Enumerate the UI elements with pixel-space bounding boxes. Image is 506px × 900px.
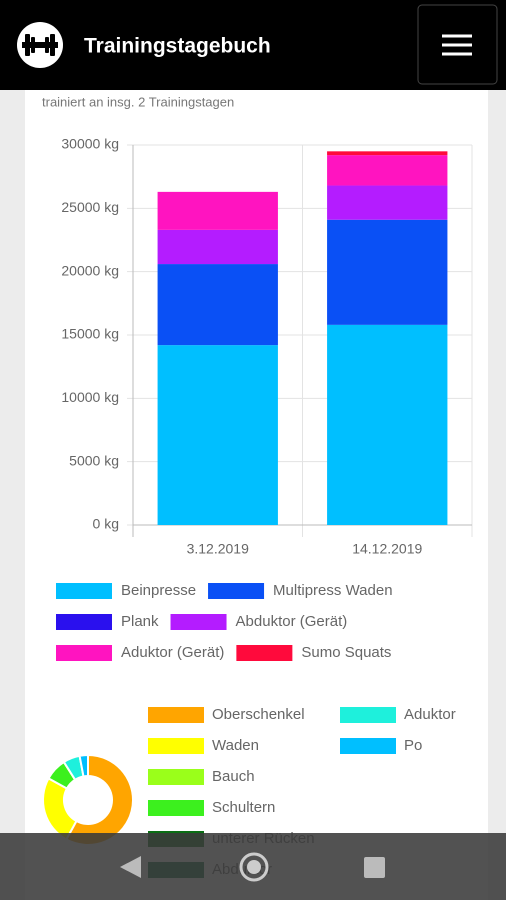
app-title: Trainingstagebuch	[84, 35, 271, 58]
back-button[interactable]	[120, 856, 141, 878]
y-tick-label: 15000 kg	[61, 326, 119, 342]
legend-swatch	[340, 738, 396, 754]
x-tick-label: 14.12.2019	[352, 541, 422, 557]
bar-segment	[327, 185, 448, 220]
y-tick-label: 25000 kg	[61, 199, 119, 215]
legend-swatch	[148, 738, 204, 754]
legend-swatch	[340, 707, 396, 723]
x-tick-label: 3.12.2019	[187, 541, 249, 557]
y-tick-label: 5000 kg	[69, 452, 119, 468]
subtitle: trainiert an insg. 2 Trainingstagen	[42, 94, 234, 109]
legend-label: Multipress Waden	[273, 582, 393, 599]
legend-swatch	[208, 583, 265, 599]
nav-bar	[0, 833, 506, 900]
legend-swatch	[236, 645, 293, 661]
y-tick-label: 0 kg	[93, 516, 119, 532]
legend-swatch	[56, 614, 112, 630]
bar-segment	[157, 229, 278, 265]
y-tick-label: 20000 kg	[61, 262, 119, 278]
dumbbell-icon	[22, 34, 58, 56]
bar-segment	[157, 191, 278, 230]
legend-swatch	[56, 583, 112, 599]
bar-segment	[327, 324, 448, 525]
y-tick-label: 10000 kg	[61, 389, 119, 405]
bar-segment	[327, 219, 448, 325]
legend-swatch	[148, 707, 204, 723]
legend-label: Waden	[212, 737, 259, 754]
legend-label: Oberschenkel	[212, 706, 305, 723]
legend-label: Bauch	[212, 768, 255, 785]
home-dot	[247, 860, 261, 874]
legend-swatch	[148, 769, 204, 785]
y-tick-label: 30000 kg	[61, 136, 119, 152]
legend-label: Aduktor	[404, 706, 456, 723]
bar-segment	[157, 264, 278, 346]
legend-swatch	[56, 645, 112, 661]
bar-segment	[327, 151, 448, 156]
donut-segment	[78, 753, 89, 778]
legend-label: Schultern	[212, 799, 275, 816]
charts: 0 kg 5000 kg 10000 kg 15000 kg 20000 kg 25000…	[42, 136, 473, 878]
legend-label: Aduktor (Gerät)	[121, 644, 224, 661]
recents-button[interactable]	[364, 857, 385, 878]
legend-label: Sumo Squats	[301, 644, 391, 661]
bar-segment	[327, 155, 448, 186]
menu-icon	[442, 34, 472, 56]
legend-label: Beinpresse	[121, 582, 196, 599]
legend-label: Abduktor (Gerät)	[236, 613, 348, 630]
legend-swatch	[148, 800, 204, 816]
bar-segment	[157, 345, 278, 525]
home-button[interactable]	[239, 852, 269, 882]
legend-label: Plank	[121, 613, 159, 630]
legend-swatch	[170, 614, 227, 630]
legend-label: Po	[404, 737, 422, 754]
